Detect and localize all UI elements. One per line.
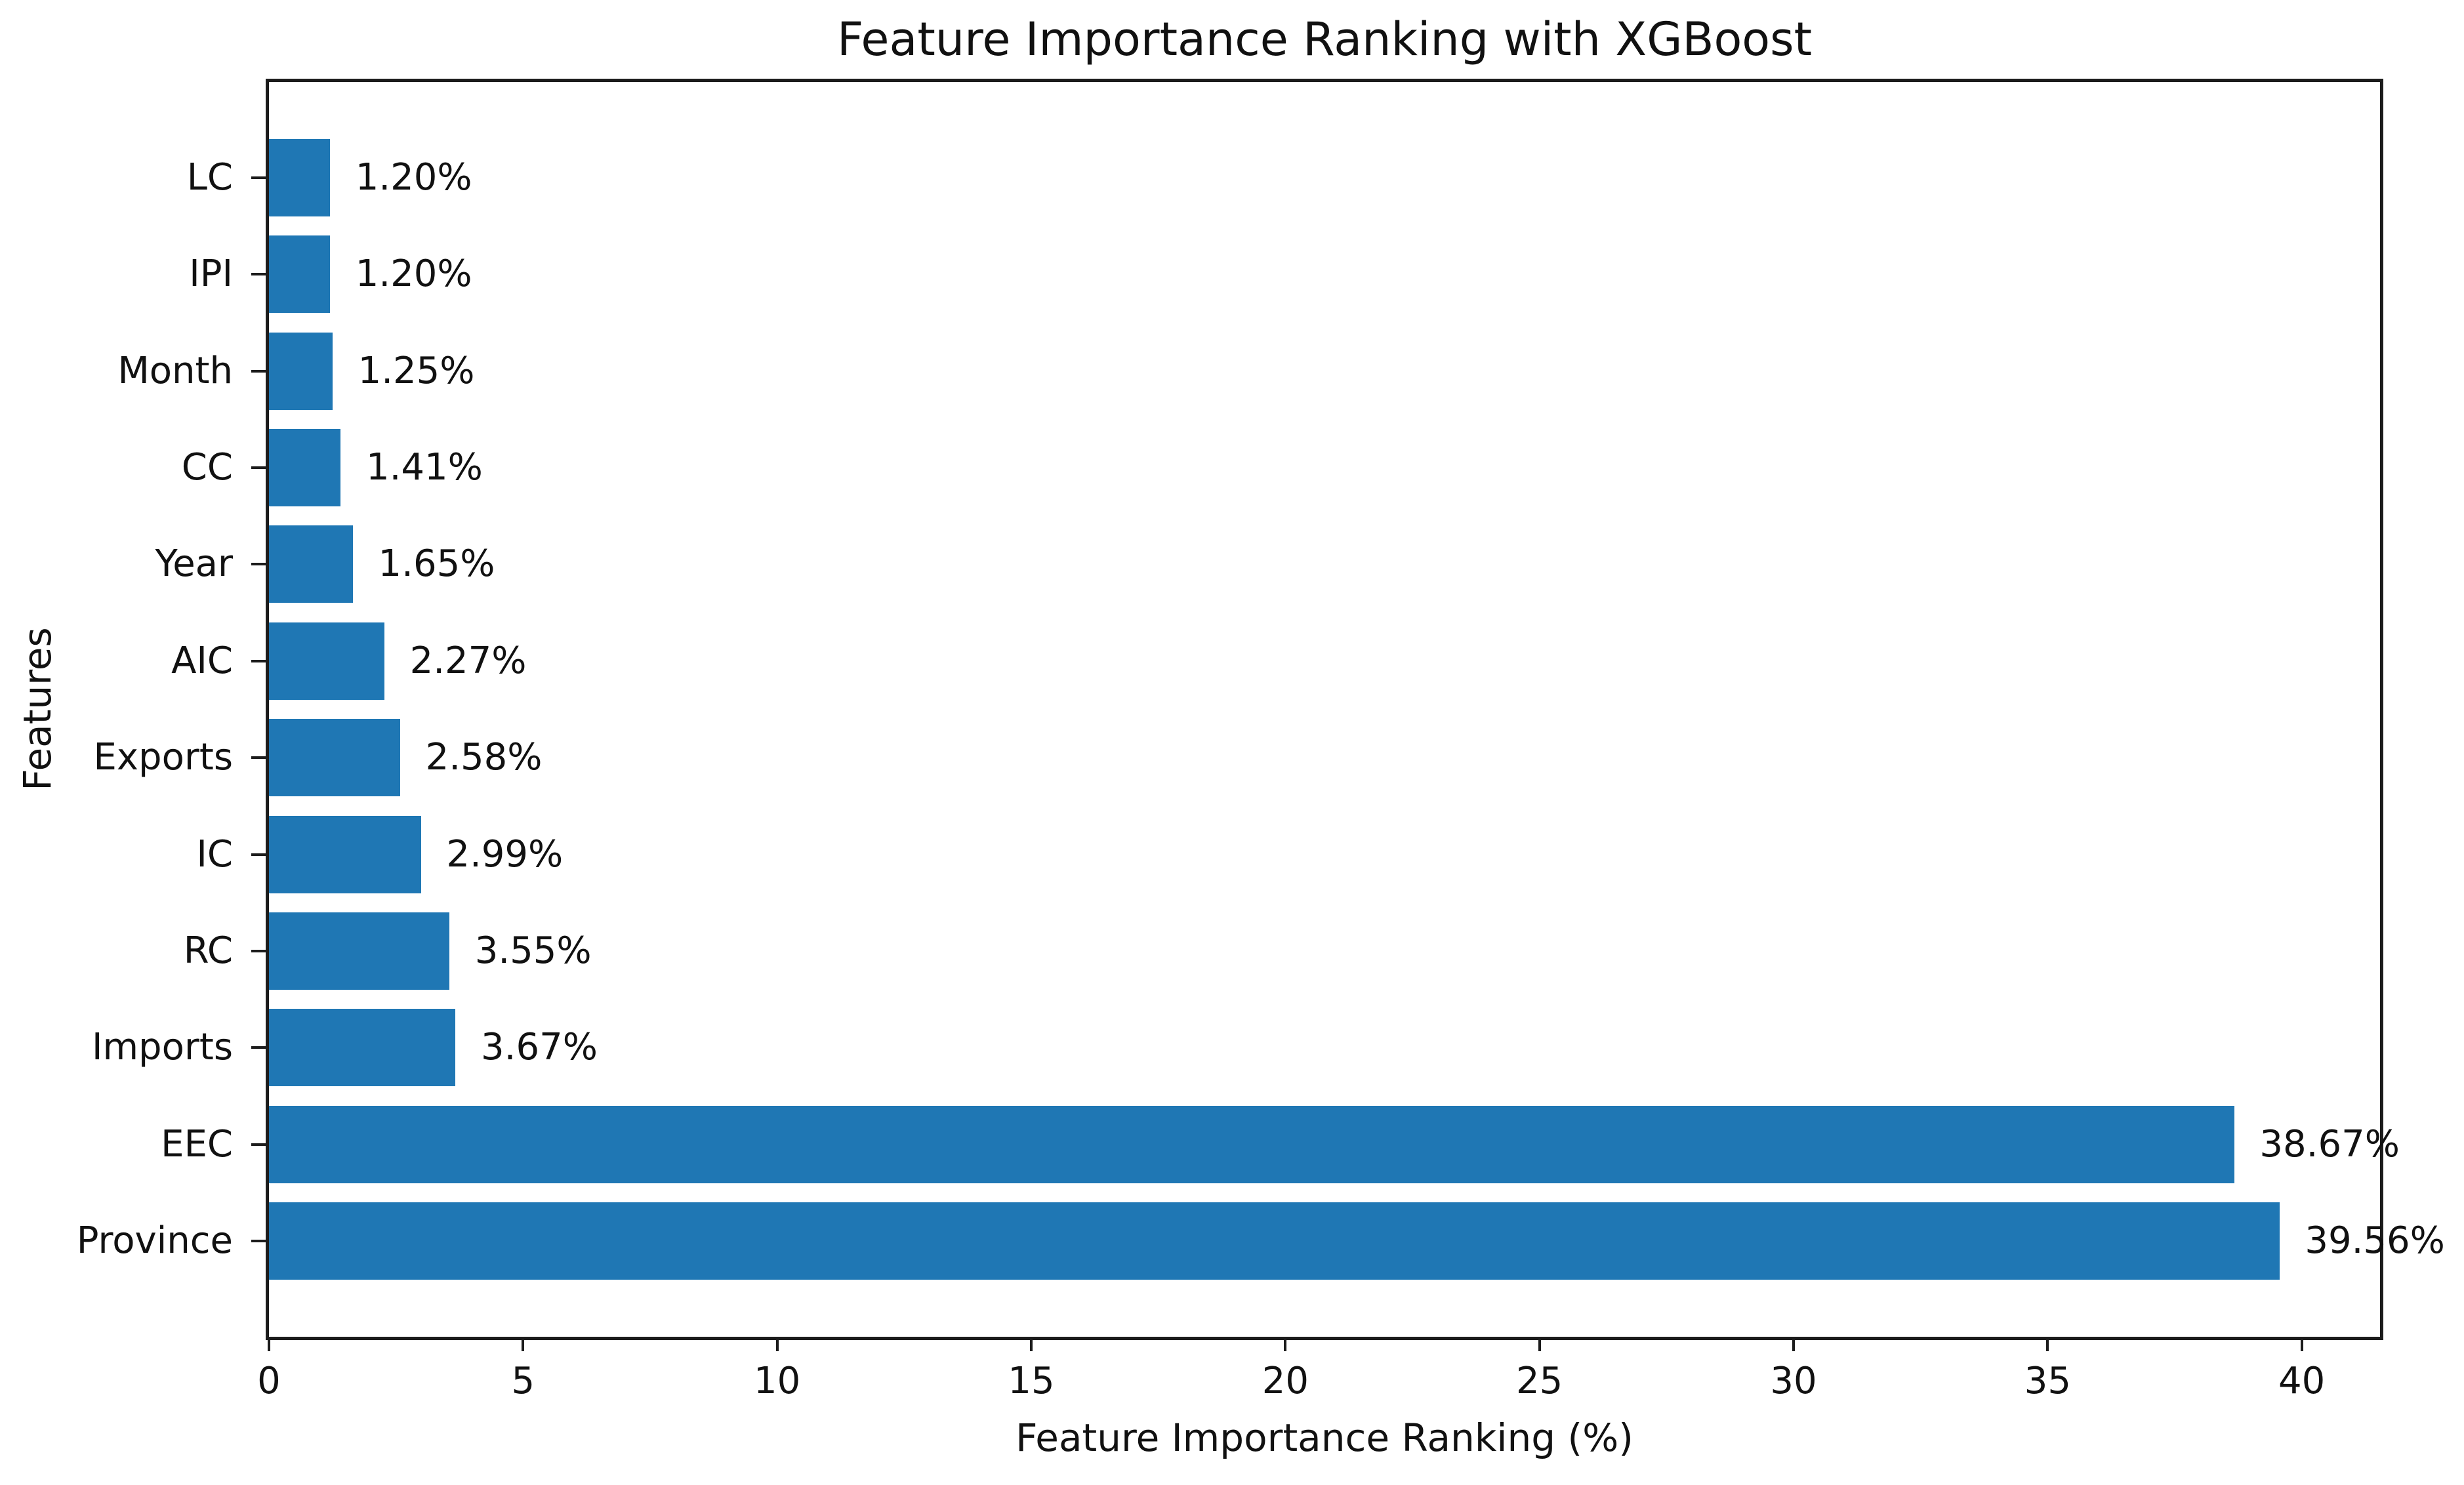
y-tick-label-rc: RC [183, 929, 233, 972]
bar-value-label: 2.27% [409, 639, 527, 682]
x-tick-mark [775, 1337, 779, 1351]
x-tick-mark [268, 1337, 270, 1351]
y-tick-mark [251, 853, 266, 856]
bar-value-label: 3.67% [481, 1026, 598, 1069]
bar-value-label: 39.56% [2305, 1219, 2445, 1263]
x-tick-label-5: 5 [511, 1360, 535, 1402]
bar-ipi [269, 235, 330, 314]
bar-cc [269, 429, 341, 506]
x-tick-mark [2046, 1337, 2049, 1351]
bar-eec [269, 1105, 2234, 1183]
y-tick-mark [251, 949, 266, 952]
x-tick-mark [1030, 1337, 1033, 1351]
bar-ic [269, 815, 421, 893]
x-tick-label-35: 35 [2024, 1360, 2071, 1402]
y-tick-label-year: Year [155, 542, 233, 586]
bar-lc [269, 138, 330, 216]
y-tick-label-month: Month [117, 349, 233, 392]
x-tick-label-40: 40 [2278, 1360, 2326, 1402]
x-tick-mark [1792, 1337, 1796, 1351]
x-tick-label-20: 20 [1262, 1360, 1309, 1402]
y-tick-label-imports: Imports [91, 1026, 233, 1069]
y-tick-mark [251, 1143, 266, 1146]
bar-value-label: 1.20% [355, 253, 472, 296]
bar-province [269, 1202, 2280, 1280]
y-tick-label-lc: LC [186, 155, 233, 199]
chart-title: Feature Importance Ranking with XGBoost [836, 12, 1813, 66]
bar-value-label: 1.20% [355, 155, 472, 199]
y-tick-mark [251, 756, 266, 760]
y-tick-mark [251, 466, 266, 470]
x-tick-mark [1538, 1337, 1541, 1351]
x-axis-label: Feature Importance Ranking (%) [1016, 1415, 1633, 1460]
x-tick-mark [2300, 1337, 2303, 1351]
bar-value-label: 3.55% [474, 929, 592, 972]
y-tick-mark [251, 273, 266, 276]
y-tick-mark [251, 563, 266, 566]
bar-year [269, 525, 353, 603]
y-tick-mark [251, 659, 266, 662]
y-tick-mark [251, 176, 266, 179]
bar-month [269, 332, 333, 410]
y-tick-label-cc: CC [181, 446, 233, 489]
x-tick-label-25: 25 [1516, 1360, 1563, 1402]
y-tick-label-aic: AIC [171, 639, 233, 682]
y-tick-label-ipi: IPI [189, 253, 233, 296]
x-tick-label-10: 10 [754, 1360, 801, 1402]
y-tick-label-eec: EEC [161, 1122, 233, 1166]
y-tick-mark [251, 1046, 266, 1049]
y-tick-label-exports: Exports [93, 736, 234, 779]
bar-value-label: 2.99% [446, 832, 564, 876]
x-tick-mark [1284, 1337, 1287, 1351]
y-tick-mark [251, 369, 266, 373]
x-tick-label-30: 30 [1770, 1360, 1817, 1402]
x-tick-mark [522, 1337, 525, 1351]
bar-imports [269, 1009, 456, 1087]
bar-value-label: 1.25% [358, 349, 475, 392]
bar-value-label: 2.58% [425, 736, 543, 779]
y-tick-label-province: Province [76, 1219, 233, 1263]
y-tick-label-ic: IC [196, 832, 233, 876]
x-tick-label-15: 15 [1008, 1360, 1055, 1402]
bar-value-label: 38.67% [2259, 1122, 2400, 1166]
bar-exports [269, 719, 400, 797]
bar-aic [269, 622, 384, 700]
x-tick-label-0: 0 [257, 1360, 281, 1402]
plot-area [266, 79, 2383, 1340]
bar-value-label: 1.41% [365, 446, 483, 489]
y-tick-mark [251, 1240, 266, 1243]
bar-rc [269, 912, 449, 990]
bar-value-label: 1.65% [378, 542, 495, 586]
